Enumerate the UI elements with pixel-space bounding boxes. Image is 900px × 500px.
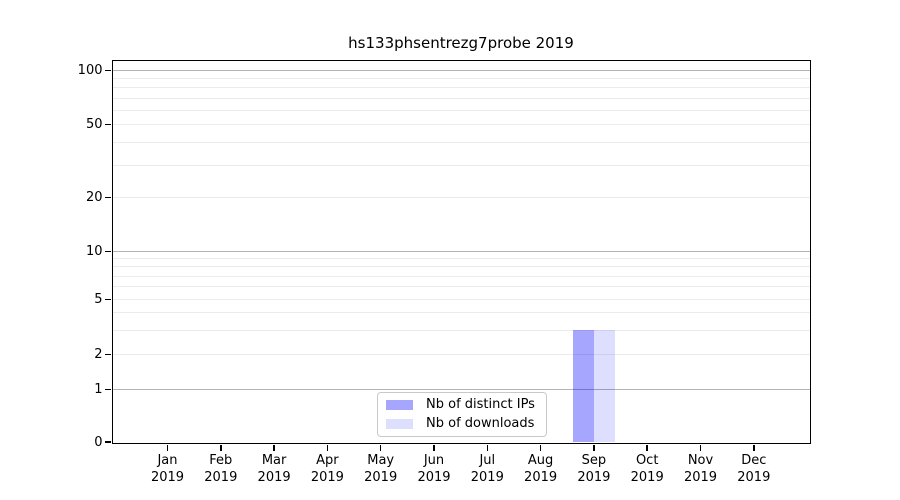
y-tick-5 — [105, 298, 111, 301]
bar-nb-of-downloads-sep-2019 — [593, 330, 616, 442]
legend-swatch-downloads — [386, 419, 413, 429]
x-tick-label-jun: Jun 2019 — [417, 453, 451, 485]
x-tick-aug — [539, 444, 542, 451]
y-tick-10 — [105, 250, 111, 253]
x-tick-jun — [433, 444, 435, 451]
gridline-minor-8 — [112, 266, 810, 268]
gridline-minor-3 — [112, 329, 810, 331]
x-tick-mar — [273, 444, 275, 451]
x-tick-apr — [326, 444, 329, 451]
gridline-minor-6 — [112, 286, 810, 288]
y-tick-label-1: 1 — [94, 382, 103, 397]
y-tick-label-10: 10 — [85, 244, 103, 259]
x-tick-label-oct: Oct 2019 — [630, 453, 664, 485]
x-tick-label-apr: Apr 2019 — [310, 453, 344, 485]
legend-label-distinct-ips: Nb of distinct IPs — [426, 397, 535, 412]
x-tick-label-feb: Feb 2019 — [204, 453, 238, 485]
x-tick-label-may: May 2019 — [364, 453, 398, 485]
chart-title: hs133phsentrezg7probe 2019 — [348, 34, 574, 52]
y-tick-50 — [105, 123, 111, 126]
gridline-minor-40 — [112, 141, 810, 143]
y-tick-label-20: 20 — [85, 190, 103, 205]
legend-swatch-distinct-ips — [386, 400, 413, 410]
x-tick-jul — [486, 444, 489, 451]
gridline-minor-2 — [112, 354, 810, 355]
gridline-major-10 — [112, 251, 810, 252]
y-tick-1 — [105, 388, 111, 391]
legend: Nb of distinct IPs Nb of downloads — [377, 392, 547, 437]
y-tick-2 — [105, 353, 111, 356]
x-tick-label-sep: Sep 2019 — [577, 453, 611, 485]
gridline-minor-70 — [112, 97, 810, 99]
legend-label-downloads: Nb of downloads — [426, 416, 535, 431]
x-tick-dec — [753, 444, 755, 451]
gridline-minor-20 — [112, 197, 810, 198]
gridline-minor-7 — [112, 275, 810, 277]
x-tick-jan — [166, 444, 169, 451]
y-tick-label-2: 2 — [94, 347, 103, 362]
x-tick-nov — [699, 444, 702, 451]
gridline-minor-60 — [112, 109, 810, 111]
bar-nb-of-distinct-ips-sep-2019 — [572, 330, 594, 442]
x-tick-may — [379, 444, 382, 451]
gridline-minor-9 — [112, 258, 810, 260]
gridline-minor-5 — [112, 299, 810, 300]
y-tick-label-100: 100 — [77, 63, 103, 78]
y-tick-20 — [105, 196, 111, 199]
plot-area: 0 1 2 5 10 20 50 100 Jan 2019 Feb 2019 Mar 2019 Apr… — [78, 60, 811, 485]
x-tick-oct — [646, 444, 648, 451]
gridline-minor-4 — [112, 312, 810, 314]
x-tick-label-nov: Nov 2019 — [683, 453, 718, 485]
gridline-minor-50 — [112, 124, 810, 125]
y-tick-label-50: 50 — [85, 117, 103, 132]
y-tick-label-0: 0 — [94, 434, 103, 450]
gridline-major-100 — [112, 70, 810, 71]
y-tick-100 — [105, 69, 111, 72]
gridline-major-1 — [112, 389, 810, 390]
x-tick-label-aug: Aug 2019 — [524, 453, 558, 485]
gridline-minor-90 — [112, 78, 810, 80]
legend-row-distinct-ips: Nb of distinct IPs — [378, 398, 546, 412]
gridline-minor-80 — [112, 87, 810, 89]
gridline-minor-30 — [112, 164, 810, 166]
x-tick-label-mar: Mar 2019 — [257, 453, 291, 485]
x-tick-feb — [220, 444, 222, 451]
y-tick-0 — [105, 441, 111, 443]
x-tick-label-jan: Jan 2019 — [150, 453, 185, 485]
y-tick-label-5: 5 — [94, 292, 103, 307]
x-tick-label-jul: Jul 2019 — [470, 453, 504, 485]
legend-row-downloads: Nb of downloads — [378, 417, 546, 431]
x-tick-sep — [593, 444, 595, 451]
x-tick-label-dec: Dec 2019 — [737, 453, 771, 485]
